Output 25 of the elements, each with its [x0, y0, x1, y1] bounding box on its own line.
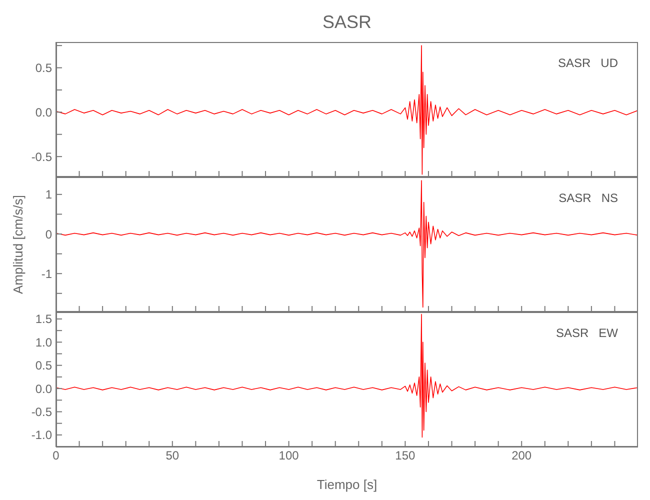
y-tick-label: 0.5 — [35, 61, 52, 76]
x-tick-label: 200 — [512, 448, 532, 463]
y-tick-label: -0.5 — [31, 405, 52, 419]
x-tick-label: 50 — [166, 448, 180, 463]
y-tick-label: 0.5 — [35, 358, 52, 373]
annotation: SASR EW — [556, 326, 618, 340]
annotation: SASR NS — [558, 191, 618, 205]
y-tick-label: -1 — [41, 266, 52, 281]
y-tick-label: 0 — [45, 227, 52, 242]
y-tick-label: 1 — [45, 188, 52, 202]
y-axis-title: Amplitud [cm/s/s] — [10, 195, 26, 294]
y-tick-label: 1.0 — [35, 335, 52, 350]
line-series — [56, 180, 638, 308]
y-tick-label: 0.0 — [35, 105, 52, 120]
x-tick-label: 150 — [395, 448, 416, 463]
y-tick-label: 0.0 — [35, 382, 52, 396]
x-axis-title: Tiempo [s] — [316, 477, 378, 492]
y-tick-label: -0.5 — [31, 150, 52, 164]
annotation: SASR UD — [558, 56, 618, 70]
line-series — [56, 314, 638, 438]
x-tick-label: 100 — [278, 448, 300, 463]
line-series — [56, 45, 638, 175]
y-tick-label: -1.0 — [31, 428, 52, 442]
y-tick-label: 1.5 — [35, 312, 52, 326]
chart-title: SASR — [321, 12, 373, 33]
